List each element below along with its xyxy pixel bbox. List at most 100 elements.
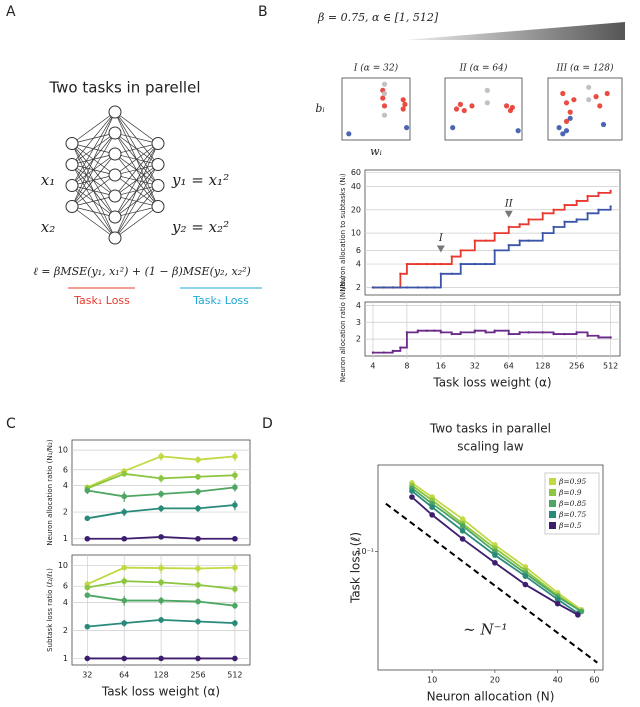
edge: [71, 132, 116, 207]
node: [65, 200, 79, 213]
marker: [425, 286, 428, 289]
y-tick-label: 6: [63, 582, 68, 591]
legend-swatch: [549, 500, 556, 507]
y-axis-label: Neuron allocation ratio (N₁/N₂): [339, 276, 347, 382]
edge: [114, 111, 159, 144]
marker: [552, 225, 555, 229]
marker: [492, 552, 498, 558]
y-tick-label: 10⁻¹: [356, 547, 374, 556]
marker: [158, 534, 164, 540]
marker: [597, 191, 600, 195]
marker: [84, 515, 91, 522]
y-tick-label: 40: [351, 182, 361, 191]
marker: [232, 502, 238, 508]
marker: [405, 262, 409, 266]
legend-label: β=0.5: [558, 521, 582, 530]
loss-formula: ℓ = βMSE(y₁, x₁²) + (1 − β)MSE(y₂, x₂²): [33, 265, 251, 278]
marker: [399, 272, 402, 275]
edge: [114, 206, 159, 239]
marker: [575, 199, 578, 203]
series-line: [372, 190, 612, 289]
marker: [507, 225, 510, 229]
marker: [391, 286, 395, 289]
node: [108, 105, 122, 119]
legend-swatch: [549, 511, 556, 518]
point: [469, 103, 475, 109]
point: [604, 90, 610, 97]
input-label: x₁: [41, 171, 55, 189]
marker: [609, 189, 612, 193]
marker: [552, 208, 555, 211]
edge: [114, 132, 159, 144]
task-label: Task₂ Loss: [192, 294, 249, 307]
marker: [554, 596, 561, 603]
edge: [71, 174, 116, 207]
y-tick-label: 4: [356, 260, 361, 269]
x-tick-label: 64: [119, 671, 129, 680]
marker: [563, 332, 566, 336]
x-tick-label: 8: [404, 362, 409, 371]
node: [151, 200, 165, 213]
marker: [195, 488, 201, 495]
marker: [484, 331, 487, 334]
marker: [121, 655, 128, 662]
marker: [522, 573, 529, 579]
edge: [71, 206, 116, 218]
marker: [439, 272, 443, 275]
marker: [84, 623, 91, 630]
point: [560, 131, 566, 137]
marker: [473, 239, 477, 242]
marker: [527, 331, 530, 334]
y-tick-label: 2: [63, 508, 68, 517]
point: [453, 106, 460, 112]
point: [560, 90, 566, 97]
marker: [195, 618, 201, 625]
plot-frame: [547, 77, 623, 141]
marker: [158, 491, 164, 497]
marker: [433, 329, 436, 332]
marker: [121, 509, 128, 515]
point: [381, 103, 388, 109]
plot-frame: [377, 464, 604, 671]
panel-label: A: [6, 4, 16, 20]
marker: [195, 535, 201, 542]
chart-title: Two tasks in parallel: [429, 422, 551, 436]
y-tick-label: 10: [58, 446, 68, 455]
point: [381, 112, 388, 118]
marker: [195, 582, 201, 588]
marker: [522, 581, 529, 588]
y-axis-label: bᵢ: [315, 102, 324, 115]
marker: [433, 262, 436, 266]
point: [484, 87, 490, 93]
marker: [473, 262, 477, 266]
marker: [232, 586, 238, 592]
point: [381, 81, 388, 87]
annotation: II: [504, 198, 514, 209]
x-axis-label: Neuron allocation (N): [427, 690, 555, 704]
marker: [575, 218, 578, 221]
y-tick-label: 4: [63, 481, 68, 490]
legend-label: β=0.95: [558, 477, 587, 486]
plot-frame: [71, 439, 251, 546]
output-label: y₁ = x₁²: [171, 171, 229, 189]
marker: [121, 493, 128, 500]
point: [567, 109, 573, 115]
marker: [439, 331, 443, 334]
point: [567, 115, 573, 121]
marker: [416, 329, 420, 332]
x-tick-label: 20: [490, 676, 500, 685]
marker: [158, 505, 164, 512]
node: [108, 231, 122, 245]
marker: [429, 512, 435, 518]
marker: [563, 203, 566, 207]
edge: [71, 153, 116, 207]
point: [400, 97, 406, 103]
weight-wedge: [405, 22, 625, 40]
marker: [84, 592, 91, 598]
y-tick-label: 60: [351, 168, 361, 177]
x-tick-label: 128: [535, 362, 550, 371]
series-line: [372, 329, 611, 354]
panel-label: D: [262, 416, 273, 432]
annotation-arrow: [504, 210, 513, 218]
